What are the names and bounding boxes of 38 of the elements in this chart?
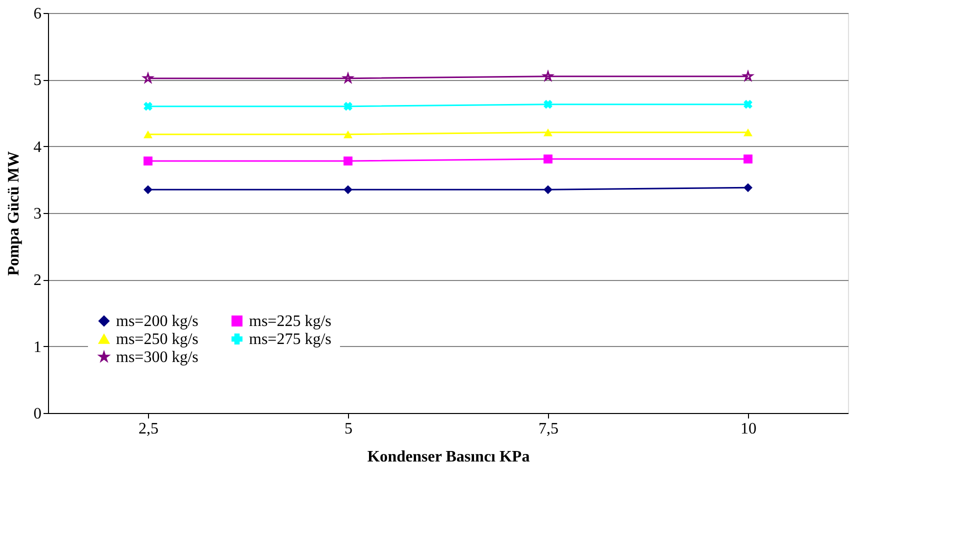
point (144, 130, 152, 138)
point (344, 102, 352, 111)
point (144, 185, 152, 194)
point (544, 128, 552, 136)
point (343, 73, 353, 83)
point (544, 154, 552, 164)
y-tick-label: 5 (34, 72, 42, 90)
point (744, 100, 752, 109)
point (344, 156, 352, 166)
point (543, 71, 553, 81)
point (743, 71, 753, 81)
point (344, 130, 352, 138)
y-tick-label: 0 (34, 406, 42, 422)
y-axis-title: Pompa Gücü MW (6, 151, 22, 276)
y-tick-label: 2 (34, 272, 42, 290)
x-axis-title: Kondenser Basıncı KPa (367, 448, 530, 466)
legend-label: ms=200 kg/s (116, 313, 198, 330)
legend-label: ms=300 kg/s (116, 349, 198, 366)
point (144, 102, 152, 111)
point (544, 185, 552, 194)
legend-label: ms=225 kg/s (249, 313, 332, 330)
x-tick-label: 2,5 (138, 420, 158, 438)
x-tick-label: 7,5 (538, 420, 558, 438)
point (344, 185, 352, 194)
y-tick-label: 4 (34, 138, 42, 156)
point (544, 100, 552, 109)
legend-label: ms=275 kg/s (249, 331, 332, 348)
point (744, 154, 752, 164)
y-tick-label: 3 (34, 206, 42, 222)
point (143, 73, 153, 83)
y-tick-label: 6 (34, 6, 42, 22)
point (744, 128, 752, 136)
y-tick-label: 1 (34, 338, 42, 356)
point (144, 156, 152, 166)
point (744, 183, 752, 192)
x-tick-label: 10 (740, 420, 756, 438)
legend-label: ms=250 kg/s (116, 331, 198, 348)
x-tick-label: 5 (344, 420, 352, 438)
